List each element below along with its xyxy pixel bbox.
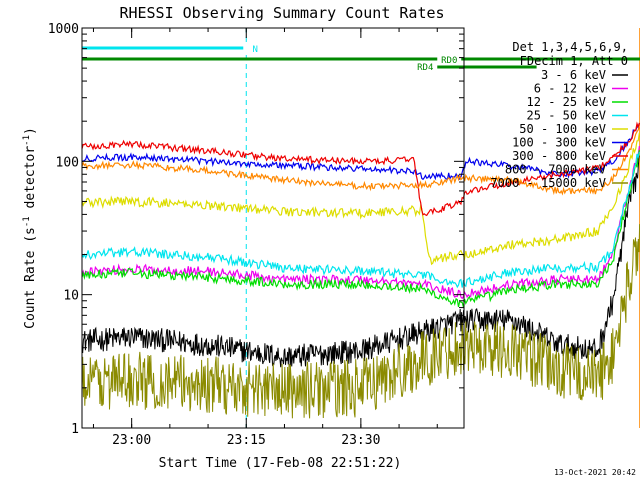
x-tick-label-2: 23:30 bbox=[341, 433, 380, 448]
legend-entry-1: 6 - 12 keV bbox=[534, 82, 606, 96]
series-6 bbox=[81, 121, 640, 217]
series-1 bbox=[81, 146, 640, 300]
legend-entry-5: 100 - 300 keV bbox=[512, 136, 606, 150]
legend-entry-6: 300 - 800 keV bbox=[512, 149, 606, 163]
plot-frame bbox=[81, 27, 465, 429]
bar-label-rd4: RD4 bbox=[417, 63, 433, 73]
legend-entry-8: 7000 - 15000 keV bbox=[490, 176, 606, 190]
series-line-3-0 bbox=[81, 151, 640, 289]
y-tick-label-3: 1000 bbox=[48, 22, 79, 37]
legend-header-line-2: FDecim 1, Att 0 bbox=[520, 54, 628, 68]
legend-entry-2: 12 - 25 keV bbox=[527, 95, 606, 109]
series-5 bbox=[81, 122, 640, 181]
legend: Det 1,3,4,5,6,9, FDecim 1, Att 0 3 - 6 k… bbox=[490, 40, 628, 190]
legend-header-line-1: Det 1,3,4,5,6,9, bbox=[512, 40, 628, 54]
series-line-4-0 bbox=[81, 132, 640, 266]
legend-entry-4: 50 - 100 keV bbox=[519, 122, 606, 136]
legend-entry-3: 25 - 50 keV bbox=[527, 109, 606, 123]
legend-entry-0: 3 - 6 keV bbox=[541, 68, 606, 82]
series-line-1-0 bbox=[81, 146, 640, 300]
series-line-5-0 bbox=[81, 122, 640, 181]
y-axis-label: Count Rate (s-1 detector-1) bbox=[22, 127, 38, 329]
chart-title: RHESSI Observing Summary Count Rates bbox=[119, 4, 444, 22]
series-line-7-0 bbox=[81, 127, 640, 196]
axis-layer: 23:00 23:15 23:30 1 10 100 1000 bbox=[48, 22, 464, 448]
bar-label-gap-0 bbox=[243, 45, 268, 51]
bar-label-n: N bbox=[253, 45, 258, 55]
x-tick-label-0: 23:00 bbox=[112, 433, 151, 448]
series-0 bbox=[81, 155, 640, 368]
series-3 bbox=[81, 151, 640, 289]
footer-date: 13-Oct-2021 20:42 bbox=[554, 468, 636, 477]
series-2 bbox=[81, 149, 640, 308]
y-tick-label-0: 1 bbox=[71, 422, 79, 437]
x-axis-label: Start Time (17-Feb-08 22:51:22) bbox=[159, 456, 402, 471]
series-4 bbox=[81, 132, 640, 266]
y-tick-label-1: 10 bbox=[63, 289, 79, 304]
x-tick-label-1: 23:15 bbox=[227, 433, 266, 448]
series-7 bbox=[81, 127, 640, 196]
series-line-2-0 bbox=[81, 149, 640, 308]
data-layer: NSRD0RD4 bbox=[81, 28, 640, 428]
series-8 bbox=[81, 224, 640, 419]
series-line-6-0 bbox=[81, 121, 640, 217]
y-tick-label-2: 100 bbox=[56, 155, 79, 170]
bar-label-gap-2 bbox=[437, 56, 462, 62]
legend-entry-7: 800 - 7000 keV bbox=[505, 163, 606, 177]
series-line-8-0 bbox=[81, 224, 640, 419]
bar-label-rd0: RD0 bbox=[441, 56, 457, 66]
series-line-0-0 bbox=[81, 155, 640, 368]
